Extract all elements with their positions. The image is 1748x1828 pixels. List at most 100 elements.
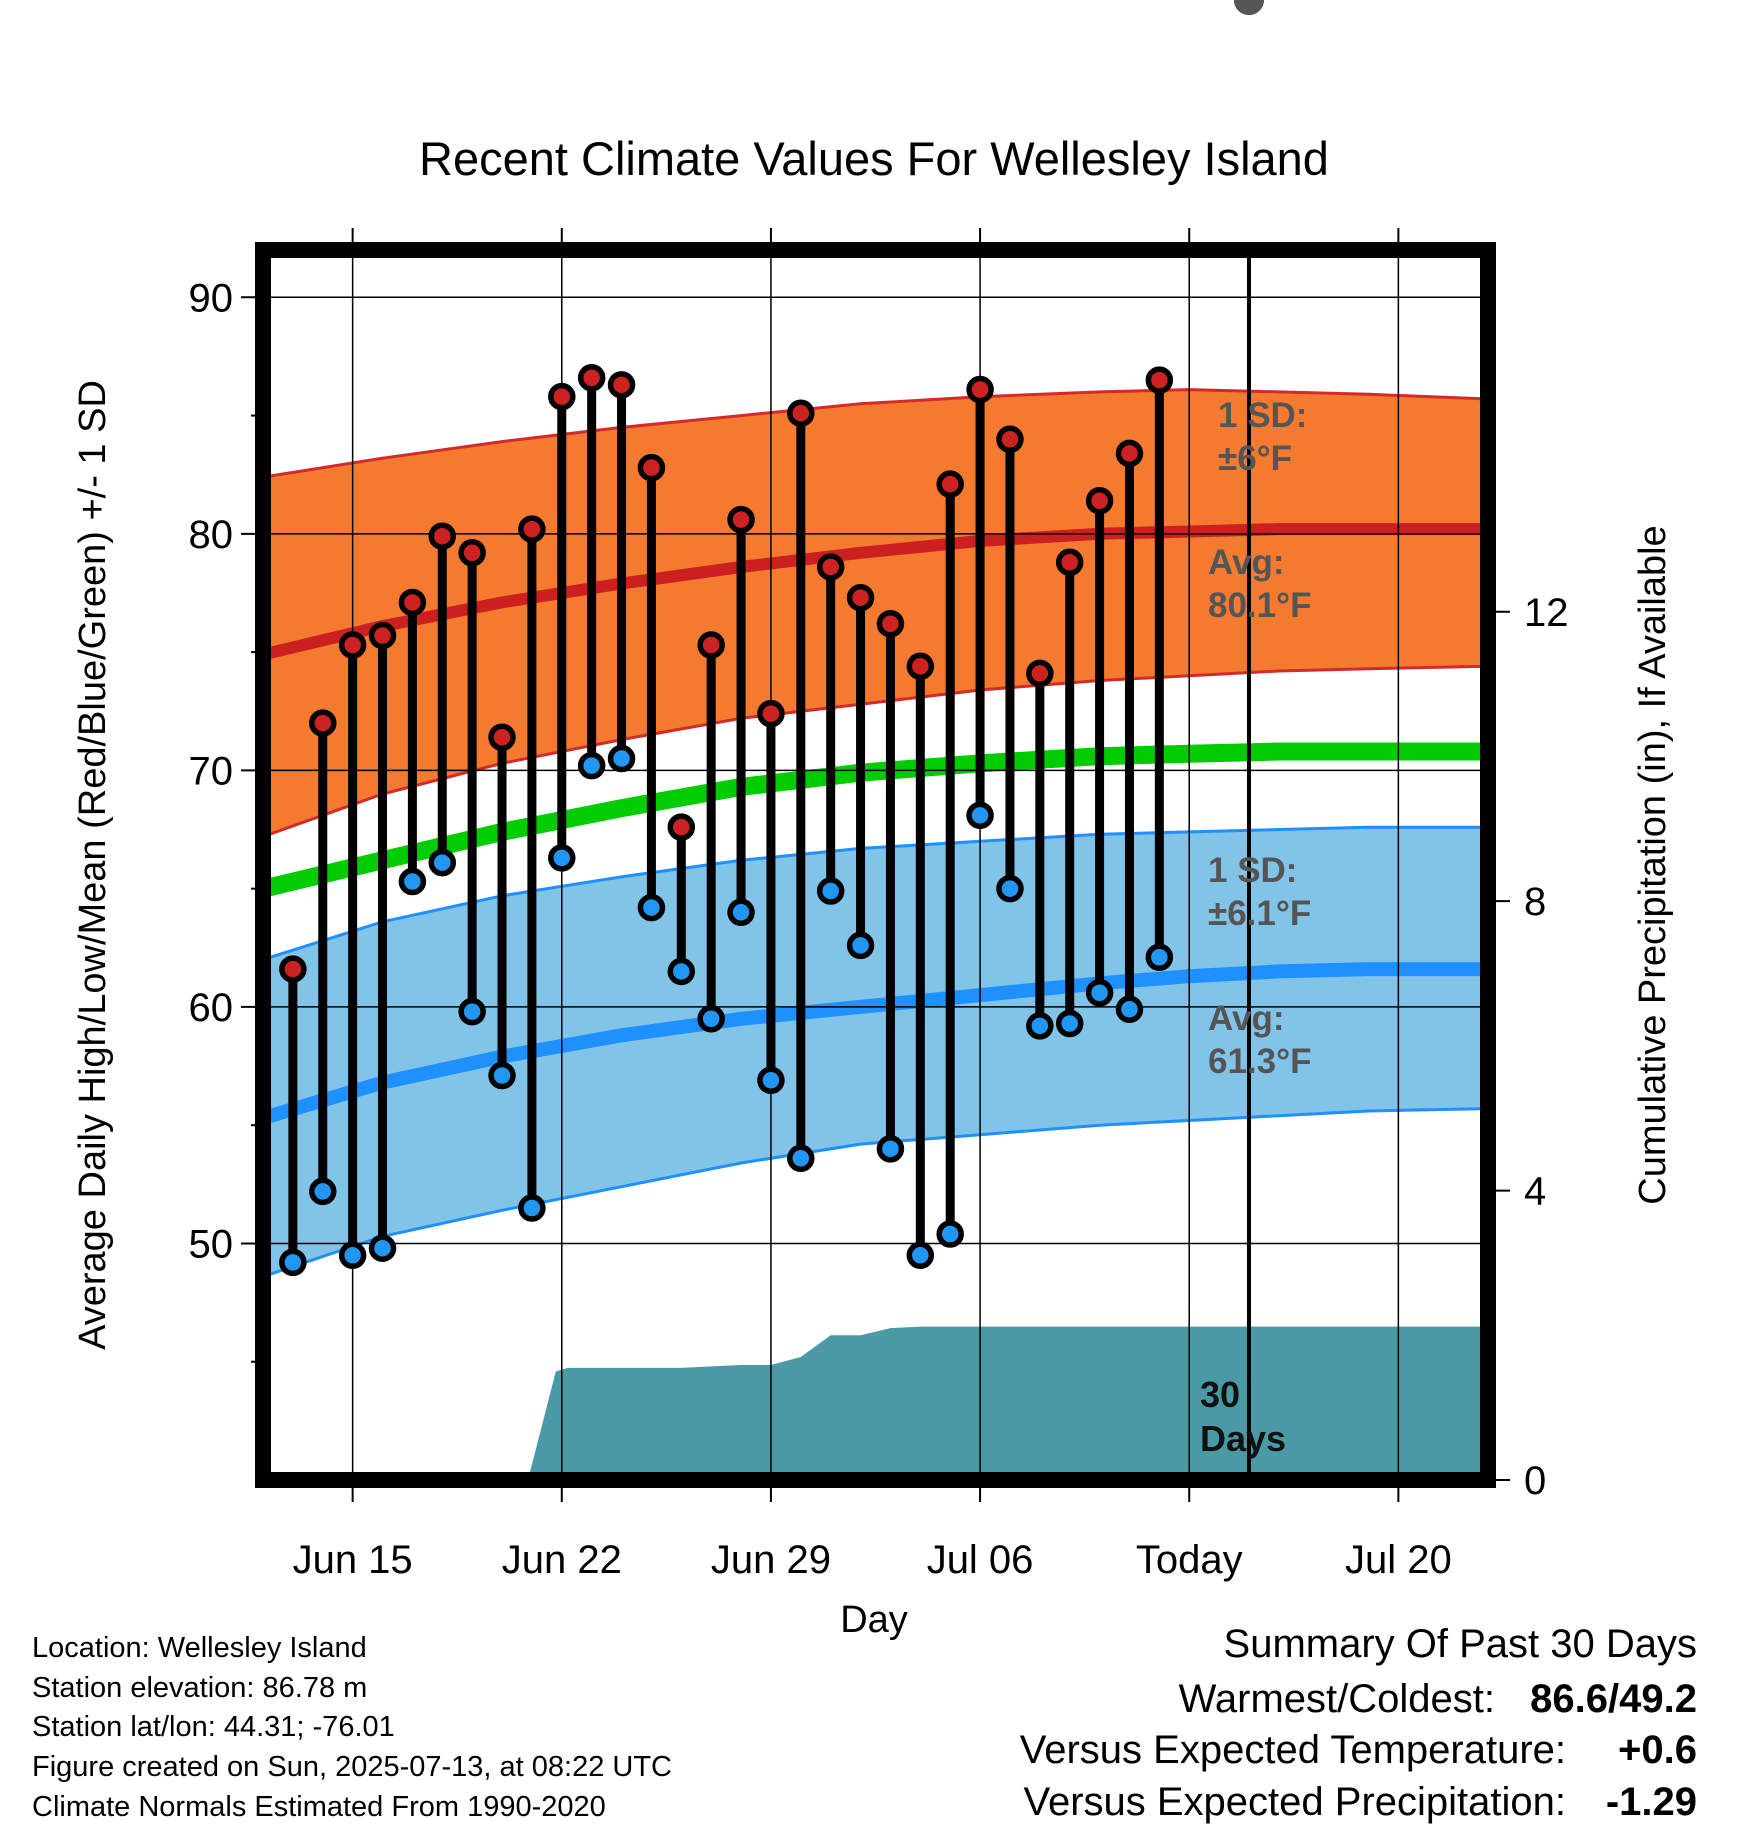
x-tick-label: Jul 20 [1345,1538,1452,1582]
daily-high-point [906,652,935,681]
daily-high-point [488,723,516,752]
info-location: Location: Wellesley Island [32,1632,367,1664]
x-axis-label: Day [840,1599,908,1641]
info-latlon: Station lat/lon: 44.31; -76.01 [32,1711,395,1743]
daily-low-point [1145,943,1174,971]
daily-high-point [607,371,636,399]
daily-low-point [1115,995,1144,1024]
daily-high-point [787,399,815,427]
high-sd-label-line1: 1 SD: [1218,396,1307,435]
daily-high-point [548,382,576,411]
daily-high-point [1115,439,1144,468]
daily-low-point [279,1248,307,1277]
daily-low-point [667,957,696,986]
high-sd-label-line2: ±6°F [1218,439,1292,478]
y-tick-label: 60 [189,986,234,1030]
summary-temp-label: Versus Expected Temperature: [1020,1728,1566,1772]
daily-low-point [906,1241,935,1270]
daily-high-point [816,553,845,581]
daily-low-point [309,1177,337,1206]
y2-tick-label: 0 [1524,1459,1546,1503]
x-tick-label: Jul 06 [927,1538,1034,1582]
y-tick-label: 70 [189,749,234,793]
daily-low-point [458,997,486,1026]
daily-high-point [458,539,486,567]
y2-tick-label: 12 [1524,591,1569,635]
summary-precip-label: Versus Expected Precipitation: [1023,1780,1566,1824]
daily-low-point [996,874,1024,903]
daily-high-point [727,505,755,534]
daily-high-point [398,588,427,617]
y-tick-label: 80 [189,513,234,557]
daily-low-point [488,1061,516,1090]
summary-warm-cold-label: Warmest/Coldest: [1179,1677,1495,1721]
low-sd-label-line2: ±6.1°F [1208,894,1311,933]
daily-high-point [518,515,546,543]
daily-high-point [1085,486,1114,515]
daily-low-point [1085,978,1114,1007]
info-created: Figure created on Sun, 2025-07-13, at 08… [32,1751,672,1783]
daily-low-point [876,1135,905,1163]
daily-high-point [338,631,367,659]
daily-low-point [338,1241,367,1270]
daily-high-point [936,470,964,498]
daily-high-point [1026,659,1054,688]
y-axis-label: Average Daily High/Low/Mean (Red/Blue/Gr… [72,380,114,1350]
high-avg-label-line1: Avg: [1208,543,1284,582]
x-tick-label: Today [1136,1538,1243,1582]
daily-low-point [548,844,576,872]
data-layer [279,0,1264,1480]
summary-precip-value: -1.29 [1606,1780,1697,1824]
daily-low-point [1026,1012,1054,1040]
daily-high-point [667,813,696,841]
low-avg-label-line1: Avg: [1208,999,1284,1038]
daily-low-point [697,1005,725,1033]
axes: 50 60 70 80 90 0 4 8 12 Jun 15 Jun 22 Jun 29 Jul 06 T… [189,228,1569,1582]
daily-low-point [846,931,875,960]
x-tick-label: Jun 29 [711,1538,831,1582]
y2-tick-label: 8 [1524,880,1546,924]
daily-low-point [757,1066,785,1094]
daily-high-point [309,709,337,737]
daily-low-point [966,801,994,830]
daily-low-point [1055,1009,1084,1038]
daily-high-point [846,583,875,612]
days-label-line2: Days [1200,1418,1286,1459]
y2-axis-label: Cumulative Precipitation (in), If Availa… [1632,525,1674,1204]
y2-tick-label: 4 [1524,1170,1546,1214]
daily-low-point [607,744,636,773]
daily-low-point [368,1234,397,1262]
plot-area [263,388,1488,1480]
daily-low-point [816,877,845,905]
daily-low-point [577,751,606,780]
daily-high-point [428,522,457,550]
chart-title: Recent Climate Values For Wellesley Isla… [419,132,1329,185]
daily-high-point [637,453,666,482]
info-elevation: Station elevation: 86.78 m [32,1672,367,1704]
high-sd-band [263,389,1488,837]
today-low-avg-marker [1233,0,1264,15]
daily-low-point [727,898,755,927]
x-tick-label: Jun 22 [502,1538,622,1582]
daily-low-point [637,893,666,922]
x-tick-label: Jun 15 [293,1538,413,1582]
daily-low-point [936,1220,964,1248]
days-label-line1: 30 [1200,1374,1240,1415]
summary-temp-value: +0.6 [1618,1728,1697,1772]
daily-high-point [757,699,785,728]
daily-high-point [368,621,397,650]
plot-frame [255,242,1496,1488]
low-avg-label-line2: 61.3°F [1208,1042,1312,1081]
high-average-line [263,523,1488,661]
daily-high-point [876,609,905,638]
low-sd-band [263,827,1488,1277]
low-sd-label-line1: 1 SD: [1208,851,1297,890]
daily-high-point [996,425,1024,453]
summary-title: Summary Of Past 30 Days [1224,1622,1697,1666]
daily-high-point [577,363,606,392]
daily-high-point [279,955,307,983]
daily-low-point [398,867,427,896]
y-tick-label: 50 [189,1222,234,1266]
daily-high-point [1145,366,1174,394]
